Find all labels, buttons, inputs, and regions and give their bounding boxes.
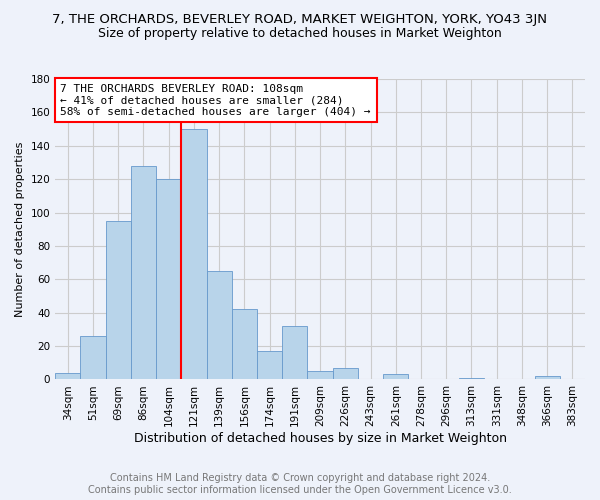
Y-axis label: Number of detached properties: Number of detached properties [15,142,25,317]
Text: 7, THE ORCHARDS, BEVERLEY ROAD, MARKET WEIGHTON, YORK, YO43 3JN: 7, THE ORCHARDS, BEVERLEY ROAD, MARKET W… [53,12,548,26]
Text: 7 THE ORCHARDS BEVERLEY ROAD: 108sqm
← 41% of detached houses are smaller (284)
: 7 THE ORCHARDS BEVERLEY ROAD: 108sqm ← 4… [61,84,371,116]
Bar [459,378,484,380]
Bar [181,129,206,380]
Bar [535,376,560,380]
Bar [232,310,257,380]
Bar [106,221,131,380]
Bar [131,166,156,380]
Bar [332,368,358,380]
Bar [307,371,332,380]
Bar [55,373,80,380]
Bar [257,351,282,380]
Text: Contains HM Land Registry data © Crown copyright and database right 2024.
Contai: Contains HM Land Registry data © Crown c… [88,474,512,495]
Bar [156,179,181,380]
Bar [383,374,409,380]
Bar [80,336,106,380]
Bar [282,326,307,380]
X-axis label: Distribution of detached houses by size in Market Weighton: Distribution of detached houses by size … [134,432,506,445]
Bar [206,271,232,380]
Text: Size of property relative to detached houses in Market Weighton: Size of property relative to detached ho… [98,28,502,40]
